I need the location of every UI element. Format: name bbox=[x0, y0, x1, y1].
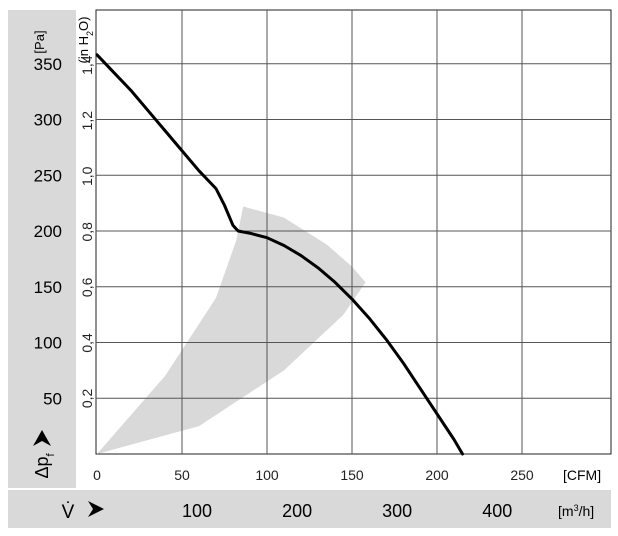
left-axis-band-rect bbox=[8, 10, 76, 488]
pa-tick-label: 50 bbox=[43, 389, 62, 408]
inh2o-tick-label: 0,8 bbox=[79, 222, 95, 242]
cfm-tick-label: 0 bbox=[93, 467, 101, 483]
performance-curve bbox=[95, 53, 464, 456]
m3h-tick-label: 300 bbox=[382, 501, 412, 521]
pa-tick-label: 100 bbox=[34, 334, 62, 353]
pa-tick-label: 350 bbox=[34, 55, 62, 74]
cfm-tick-label: 200 bbox=[425, 467, 449, 483]
labels-layer: 50 100 150 200 250 300 350 [Pa] (in H2O) 0,2 0,4 0,… bbox=[32, 17, 601, 523]
pa-tick-label: 300 bbox=[34, 111, 62, 130]
m3h-tick-label: 200 bbox=[282, 501, 312, 521]
m3h-tick-label: 100 bbox=[182, 501, 212, 521]
pa-tick-label: 200 bbox=[34, 222, 62, 241]
pa-unit-label: [Pa] bbox=[32, 30, 47, 53]
inh2o-tick-label: 1,2 bbox=[79, 111, 95, 131]
operating-range-band bbox=[97, 206, 366, 454]
cfm-tick-label: 50 bbox=[174, 467, 190, 483]
flow-axis-arrow-icon bbox=[88, 501, 104, 517]
m3h-tick-label: 400 bbox=[482, 501, 512, 521]
cfm-tick-label: 100 bbox=[255, 467, 279, 483]
grid-lines bbox=[96, 10, 611, 454]
pressure-axis-arrow-icon bbox=[33, 430, 51, 446]
operating-range-area bbox=[97, 206, 366, 454]
bottom-axis-band-rect bbox=[8, 490, 611, 528]
inh2o-tick-label: 0,4 bbox=[79, 333, 95, 353]
pa-tick-label: 250 bbox=[34, 166, 62, 185]
m3h-unit-label: [m3/h] bbox=[558, 503, 594, 519]
cfm-tick-label: 250 bbox=[510, 467, 534, 483]
inh2o-tick-label: 0,6 bbox=[79, 277, 95, 297]
bottom-axis-band bbox=[8, 490, 611, 528]
cfm-tick-label: 150 bbox=[340, 467, 364, 483]
cfm-unit-label: [CFM] bbox=[563, 467, 601, 483]
curve-layer bbox=[95, 53, 464, 456]
inh2o-unit-label: (in H2O) bbox=[76, 17, 95, 64]
left-axis-band bbox=[8, 10, 76, 488]
pressure-axis-title: Δpf bbox=[32, 453, 57, 479]
inh2o-tick-label: 1,4 bbox=[79, 55, 95, 75]
inh2o-tick-label: 0,2 bbox=[79, 389, 95, 409]
pa-tick-label: 150 bbox=[34, 278, 62, 297]
flow-axis-title: V̇ bbox=[62, 502, 75, 523]
inh2o-tick-label: 1,0 bbox=[79, 166, 95, 186]
